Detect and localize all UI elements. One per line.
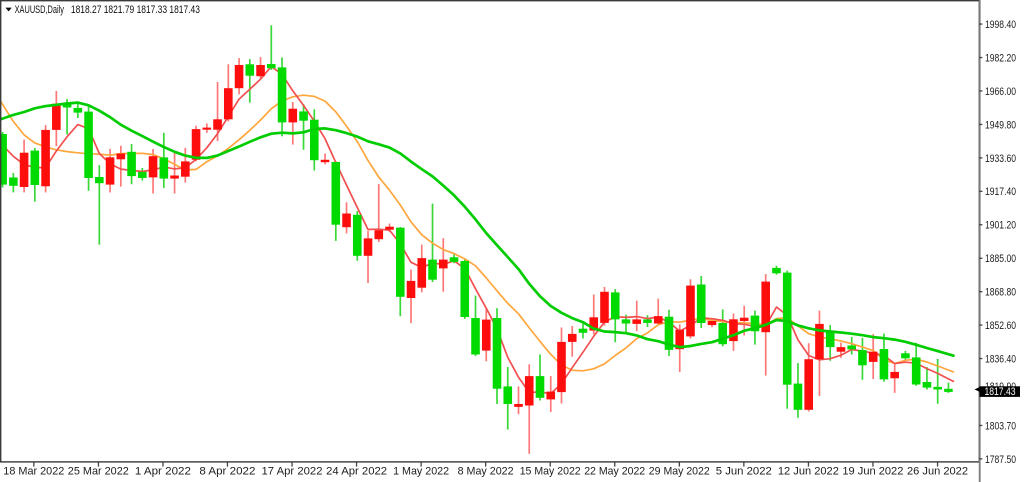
- svg-text:15 May 2022: 15 May 2022: [520, 466, 581, 478]
- svg-text:1885.00: 1885.00: [985, 253, 1016, 265]
- svg-text:8 Apr 2022: 8 Apr 2022: [199, 466, 255, 478]
- svg-text:1868.80: 1868.80: [985, 287, 1016, 299]
- svg-text:1836.40: 1836.40: [985, 354, 1016, 366]
- svg-text:19 Jun 2022: 19 Jun 2022: [842, 466, 903, 478]
- svg-text:24 Apr 2022: 24 Apr 2022: [326, 466, 387, 478]
- svg-text:1852.60: 1852.60: [985, 320, 1016, 332]
- svg-text:5 Jun 2022: 5 Jun 2022: [716, 466, 772, 478]
- svg-text:1803.70: 1803.70: [985, 420, 1016, 432]
- svg-text:1 May 2022: 1 May 2022: [393, 466, 449, 478]
- svg-text:26 Jun 2022: 26 Jun 2022: [907, 466, 968, 478]
- svg-text:1966.00: 1966.00: [985, 86, 1016, 98]
- svg-text:1818.27 1821.79 1817.33 1817.4: 1818.27 1821.79 1817.33 1817.43: [71, 4, 200, 16]
- svg-text:1901.20: 1901.20: [985, 220, 1016, 232]
- svg-text:XAUUSD,Daily: XAUUSD,Daily: [15, 4, 65, 16]
- svg-text:29 May 2022: 29 May 2022: [649, 466, 710, 478]
- svg-text:1949.80: 1949.80: [985, 119, 1016, 131]
- svg-text:1998.40: 1998.40: [985, 19, 1016, 31]
- svg-text:17 Apr 2022: 17 Apr 2022: [262, 466, 323, 478]
- svg-text:18 Mar 2022: 18 Mar 2022: [3, 466, 64, 478]
- svg-text:8 May 2022: 8 May 2022: [458, 466, 514, 478]
- svg-text:1917.40: 1917.40: [985, 186, 1016, 198]
- svg-text:25 Mar 2022: 25 Mar 2022: [68, 466, 129, 478]
- svg-text:1787.50: 1787.50: [985, 454, 1016, 466]
- svg-text:22 May 2022: 22 May 2022: [584, 466, 645, 478]
- svg-text:1933.60: 1933.60: [985, 153, 1016, 165]
- svg-text:1817.43: 1817.43: [985, 386, 1016, 398]
- svg-text:1982.20: 1982.20: [985, 53, 1016, 65]
- svg-text:12 Jun 2022: 12 Jun 2022: [778, 466, 839, 478]
- svg-text:1 Apr 2022: 1 Apr 2022: [135, 466, 191, 478]
